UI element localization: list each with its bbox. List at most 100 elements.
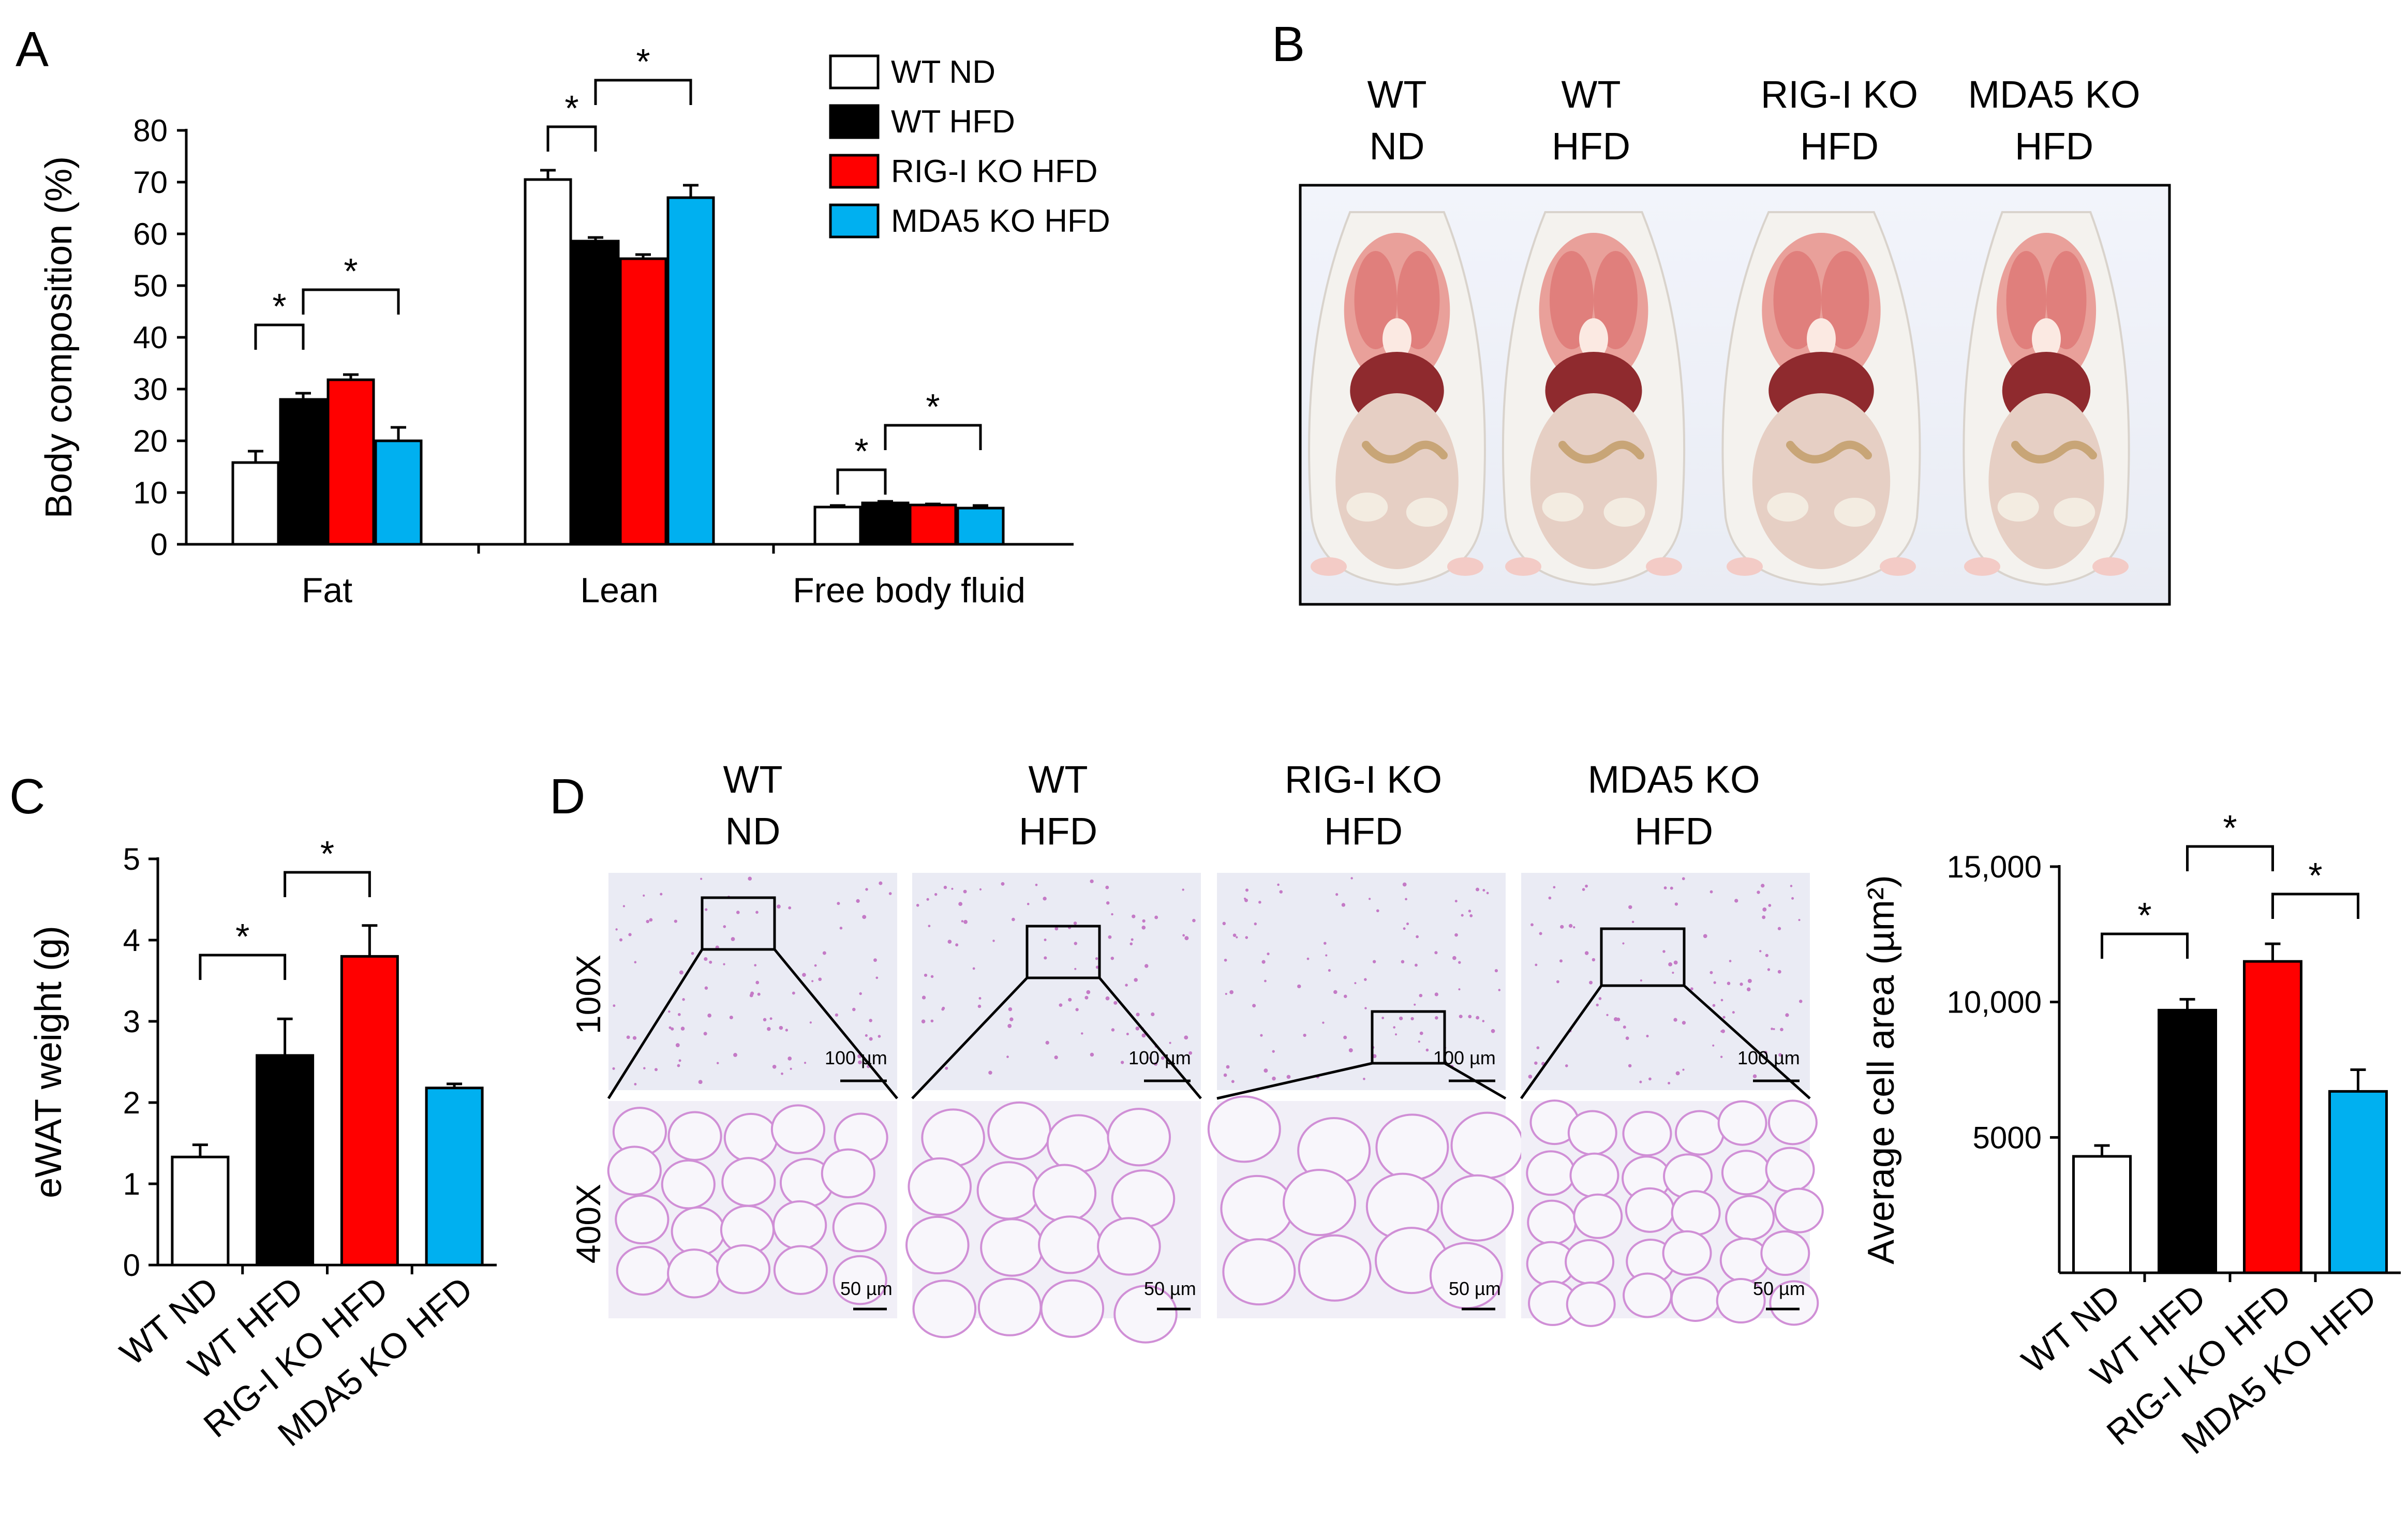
micrograph-2-adipocyte — [980, 1218, 1044, 1277]
micrograph-3-100x-speck — [1476, 1016, 1480, 1020]
micrograph-3-100x-speck — [1226, 1065, 1230, 1069]
micrograph-1-100x-speck — [707, 1013, 711, 1018]
micrograph-1-100x-speck — [858, 1060, 862, 1064]
micrograph-4-adipocyte — [1674, 1110, 1725, 1156]
micrograph-1-100x-speck — [837, 902, 840, 905]
micrograph-2-100x-speck — [1108, 935, 1112, 939]
micrograph-4-100x-speck — [1559, 959, 1563, 963]
micrograph-1-100x-speck — [698, 1080, 703, 1084]
micrograph-4-100x-speck — [1639, 1080, 1642, 1083]
micrograph-2-adipocyte — [912, 1280, 977, 1338]
micrograph-3-100x-speck — [1264, 979, 1267, 983]
micrograph-3-100x-speck — [1264, 1068, 1268, 1073]
micrograph-2-100x-speck — [1095, 957, 1098, 960]
micrograph-2-100x-speck — [1151, 1012, 1155, 1017]
sig-1-star: * — [235, 916, 249, 957]
micrograph-3-100x-speck — [1297, 984, 1301, 989]
micrograph-3-100x-speck — [1486, 891, 1489, 895]
micrograph-3-100x-speck — [1354, 982, 1357, 985]
y-tick-label-5: 5 — [123, 842, 140, 876]
mouse-3-abdomen — [1752, 393, 1891, 569]
sig-fat-1-bracket — [254, 323, 305, 350]
micrograph-2-100x-speck — [926, 898, 929, 901]
sig-2-star: * — [2223, 808, 2237, 848]
micrograph-1-100x-speck — [723, 925, 726, 928]
micrograph-1-100x-speck — [888, 892, 892, 895]
mouse-1-intestine — [1362, 440, 1448, 464]
micrograph-4-100x-speck — [1798, 919, 1801, 921]
micrograph-3-100x-speck — [1236, 936, 1238, 939]
bar-lean-wt-nd — [524, 178, 572, 546]
micrograph-4-100x-speck — [1584, 951, 1589, 955]
micrograph-2-100x-speck — [1073, 921, 1077, 925]
micrograph-2-100x-speck — [1111, 913, 1113, 916]
micrograph-1-adipocyte — [716, 1244, 771, 1295]
micrograph-1-100x-speck — [792, 991, 795, 995]
micrograph-2-100x-speck — [1105, 885, 1109, 889]
y-tick-label-0: 0 — [123, 1248, 140, 1283]
micrograph-2-100x-speck — [1132, 914, 1136, 918]
micrograph-1-100x-speck — [859, 992, 862, 995]
micrograph-2-100x-speck — [1111, 1028, 1115, 1032]
micrograph-4-100x-speck — [1710, 890, 1713, 894]
micrograph-2-100x-speck — [1106, 901, 1110, 905]
bar-lean-wt-hfd — [571, 240, 620, 546]
micrograph-2-adipocyte — [1107, 1108, 1171, 1167]
micrograph-4-100x-speck — [1553, 886, 1556, 889]
micrograph-2-100x-speck — [963, 889, 967, 894]
micrograph-2-100x-speck — [934, 893, 938, 896]
micrograph-2-100x-speck — [1144, 964, 1149, 968]
micrograph-3-100x-speck — [1454, 900, 1458, 903]
micrograph-4-adipocyte — [1526, 1150, 1576, 1196]
micrograph-4-100x-speck — [1585, 884, 1588, 888]
micrograph-4-adipocyte — [1725, 1195, 1775, 1241]
mouse-2-intestine — [1558, 440, 1644, 464]
micrograph-1-zoom-line-right — [774, 948, 898, 1099]
micrograph-1-adipocyte — [772, 1200, 827, 1251]
micrograph-2-100x-speck — [1136, 1013, 1140, 1017]
micrograph-2-100x-speck — [1113, 1001, 1118, 1005]
micrograph-1-100x-speck — [873, 958, 877, 962]
micrograph-1-adipocyte — [821, 1148, 875, 1199]
micrograph-1-100x-speck — [677, 1064, 680, 1067]
micrograph-3-100x-speck — [1369, 898, 1371, 900]
mouse-4-paw-left — [1964, 557, 2000, 576]
micrograph-3-100x-speck — [1415, 963, 1418, 967]
bar-free-body-fluid-wt-hfd — [861, 501, 910, 546]
micrograph-3-adipocyte — [1207, 1095, 1281, 1163]
micrograph-4-100x-speck — [1622, 942, 1625, 945]
micrograph-2-adipocyte — [1038, 1215, 1102, 1274]
micrograph-2-100x-speck — [1182, 934, 1185, 937]
mouse-1-lung-left — [1354, 251, 1397, 349]
sig-free-body-fluid-1-star: * — [854, 431, 868, 471]
panel-b-title-3-line2: HFD — [1800, 125, 1879, 168]
micrograph-3-adipocyte — [1220, 1174, 1294, 1242]
micrograph-1-100x-speck — [716, 1062, 719, 1064]
micrograph-1-100x-speck — [757, 992, 761, 996]
panel-b-title-2-line2: HFD — [1552, 125, 1630, 168]
micrograph-1-100x-speck — [682, 998, 685, 1001]
micrograph-1-100x-speck — [709, 960, 712, 964]
micrograph-1-100x-speck — [680, 1027, 685, 1031]
micrograph-3-100x-speck — [1419, 1031, 1423, 1035]
micrograph-2-100x-speck — [1110, 956, 1114, 960]
micrograph-2-100x-speck — [916, 903, 919, 907]
micrograph-2-100x-speck — [947, 940, 952, 944]
micrograph-2-100x-speck — [978, 997, 982, 1000]
micrograph-4-100x-speck — [1589, 980, 1593, 985]
mouse-1-heart — [1383, 318, 1411, 360]
micrograph-1-100x-speck — [733, 1053, 737, 1057]
micrograph-1-100x-speck — [852, 1007, 856, 1012]
micrograph-3-100x-speck — [1279, 890, 1283, 894]
micrograph-2-adipocyte — [1032, 1164, 1097, 1223]
micrograph-4-100x-speck — [1592, 958, 1596, 962]
micrograph-4-100x-speck — [1673, 960, 1678, 965]
sig-1-bracket — [199, 954, 287, 980]
micrograph-3-100x-speck — [1416, 935, 1419, 939]
micrograph-1-100x-speck — [649, 918, 653, 922]
micrograph-1-adipocyte — [832, 1202, 887, 1253]
micrograph-1-adipocyte — [723, 1112, 778, 1163]
micrograph-3-100x-speck — [1348, 1048, 1353, 1052]
micrograph-3-adipocyte — [1450, 1111, 1524, 1179]
micrograph-3-100x-speck — [1482, 889, 1485, 892]
